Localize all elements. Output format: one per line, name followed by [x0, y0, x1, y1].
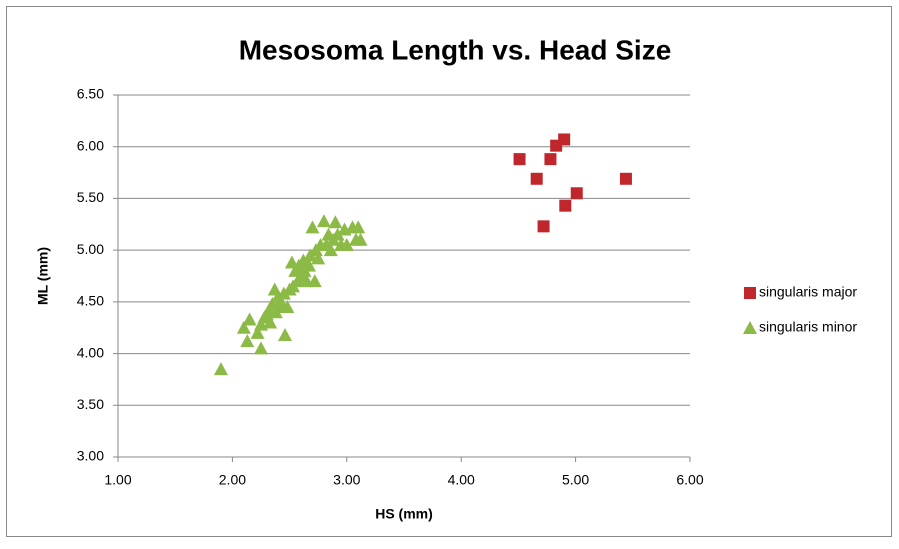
point — [254, 341, 268, 355]
legend-label: singularis major — [759, 284, 857, 300]
point — [311, 251, 326, 265]
x-tick-label: 2.00 — [219, 472, 246, 488]
y-axis-label: ML (mm) — [35, 247, 51, 305]
point — [250, 325, 265, 339]
x-tick-label: 4.00 — [448, 472, 475, 488]
y-tick-label: 6.50 — [77, 86, 104, 102]
y-tick-label: 6.00 — [77, 137, 104, 153]
point — [537, 220, 550, 233]
y-tick-label: 3.50 — [77, 396, 104, 412]
point — [744, 287, 756, 299]
x-tick-label: 3.00 — [333, 472, 360, 488]
point — [280, 300, 295, 314]
point — [339, 237, 354, 251]
y-tick-label: 4.00 — [77, 344, 104, 360]
x-tick-label: 6.00 — [676, 472, 703, 488]
y-tick-label: 5.50 — [77, 189, 104, 205]
point — [236, 320, 251, 334]
point — [544, 153, 557, 166]
point — [328, 215, 343, 229]
point — [240, 334, 255, 348]
point — [213, 362, 228, 376]
point — [513, 153, 526, 166]
point — [316, 214, 331, 228]
x-tick-label: 5.00 — [562, 472, 589, 488]
x-axis-label: HS (mm) — [375, 506, 433, 522]
point — [263, 315, 278, 329]
legend-label: singularis minor — [759, 319, 857, 335]
point — [351, 220, 366, 234]
point — [353, 232, 368, 246]
x-tick-label: 1.00 — [104, 472, 131, 488]
point — [743, 321, 757, 334]
point — [619, 172, 632, 185]
y-tick-label: 5.00 — [77, 241, 104, 257]
point — [558, 133, 571, 146]
y-tick-label: 4.50 — [77, 293, 104, 309]
point — [330, 227, 345, 241]
y-tick-label: 3.00 — [77, 448, 104, 464]
point — [305, 220, 320, 234]
point — [323, 243, 338, 257]
point — [278, 327, 293, 341]
point — [242, 312, 257, 326]
chart-title: Mesosoma Length vs. Head Size — [239, 34, 672, 65]
point — [570, 187, 583, 200]
point — [559, 199, 572, 212]
point — [530, 172, 543, 185]
point — [307, 274, 322, 288]
point — [302, 258, 317, 272]
